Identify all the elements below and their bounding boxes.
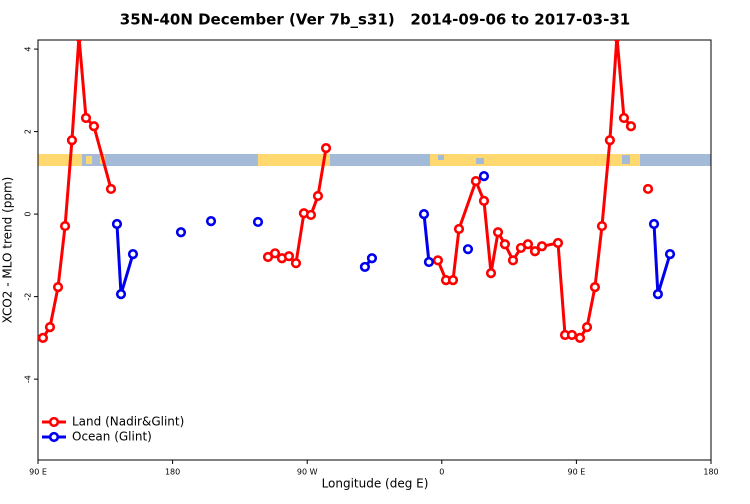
axes: 90 E 180 90 W 0 90 E 180 -4 -2 0 2 4 — [24, 47, 719, 477]
data-point — [418, 209, 430, 220]
y-tick-label: -2 — [24, 293, 33, 301]
data-point — [52, 282, 64, 293]
data-point — [432, 255, 444, 266]
data-point — [312, 190, 324, 202]
y-tick-label: -4 — [24, 375, 33, 383]
data-point — [447, 275, 459, 286]
data-point — [618, 112, 630, 124]
legend: Land (Nadir&Glint)Ocean (Glint) — [42, 415, 184, 444]
data-point — [462, 244, 474, 255]
data-point — [127, 249, 139, 260]
ocean-strip — [622, 155, 630, 164]
data-point — [105, 183, 117, 195]
data-point — [536, 241, 548, 252]
data-point — [485, 268, 497, 279]
data-point — [453, 223, 465, 235]
data-point — [529, 246, 541, 257]
legend-marker — [48, 416, 60, 428]
data-point — [366, 253, 378, 264]
legend-label: Ocean (Glint) — [72, 430, 152, 444]
data-point — [175, 227, 187, 238]
data-point — [492, 227, 504, 238]
x-tick-label: 90 E — [568, 468, 586, 477]
plot-area — [38, 37, 676, 343]
data-point — [111, 218, 123, 230]
ocean-strip — [438, 155, 444, 160]
x-tick-label: 90 W — [297, 468, 318, 477]
y-tick-label: 2 — [24, 129, 33, 134]
data-point — [604, 135, 616, 146]
data-point — [581, 322, 593, 333]
data-point — [664, 249, 676, 260]
data-point — [359, 261, 371, 273]
x-tick-label: 0 — [439, 468, 444, 477]
data-point — [478, 171, 490, 182]
data-point — [552, 237, 564, 249]
data-point — [44, 322, 56, 333]
chart-title: 35N-40N December (Ver 7b_s31) 2014-09-06… — [120, 11, 630, 29]
data-point — [115, 289, 127, 300]
data-point — [59, 220, 71, 232]
data-point — [269, 248, 281, 259]
data-point — [423, 256, 435, 268]
ocean-strip — [476, 158, 484, 164]
data-point — [589, 282, 601, 293]
plot-frame — [37, 39, 712, 461]
data-point — [290, 258, 302, 269]
land-strip — [38, 154, 82, 166]
series-line — [115, 213, 672, 296]
data-point — [566, 329, 578, 341]
y-tick-label: 0 — [24, 212, 33, 217]
data-point — [252, 216, 264, 228]
x-tick-label: 180 — [703, 468, 718, 477]
data-point — [38, 332, 49, 343]
x-tick-label: 180 — [165, 468, 180, 477]
data-point — [642, 183, 654, 195]
y-tick-label: 4 — [24, 47, 33, 52]
series-line — [43, 37, 648, 338]
surface-strip — [38, 154, 711, 166]
x-tick-label: 90 E — [29, 468, 47, 477]
data-point — [499, 239, 511, 250]
x-axis-label: Longitude (deg E) — [322, 477, 429, 491]
y-axis-label: XCO2 - MLO trend (ppm) — [1, 177, 15, 324]
land-strip — [86, 156, 92, 164]
legend-marker — [48, 431, 60, 443]
data-point — [478, 195, 490, 207]
data-point — [470, 176, 481, 187]
data-point — [652, 289, 664, 300]
data-point — [596, 220, 608, 232]
data-point — [66, 135, 78, 146]
data-point — [88, 121, 100, 132]
data-point — [522, 239, 534, 250]
data-point — [648, 218, 660, 230]
land-strip — [258, 154, 330, 166]
data-point — [80, 112, 92, 124]
data-point — [75, 40, 83, 42]
data-point — [205, 216, 217, 227]
legend-label: Land (Nadir&Glint) — [72, 415, 184, 429]
data-point — [507, 255, 519, 266]
data-point — [574, 332, 586, 343]
data-point — [320, 142, 332, 154]
data-point — [283, 251, 295, 262]
data-point — [625, 121, 637, 132]
data-point — [613, 40, 621, 42]
data-point — [305, 209, 317, 221]
